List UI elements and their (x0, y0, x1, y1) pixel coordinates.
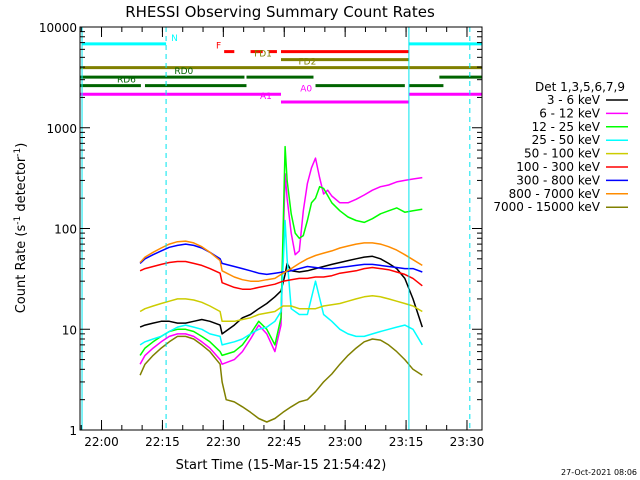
legend-label-12-25-kev: 12 - 25 keV (532, 120, 601, 134)
flag-label-a0: A0 (300, 84, 312, 94)
flag-label-f: F (216, 42, 221, 52)
footer-timestamp: 27-Oct-2021 08:06 (561, 468, 637, 477)
axis-ticks: 22:00 22:15 22:30 22:45 23:00 23:15 23:30 1 10 10… (39, 21, 484, 449)
y-tick-label-4: 1000 (46, 122, 77, 136)
x-axis-label: Start Time (15-Mar-15 21:54:42) (176, 458, 387, 473)
y-axis-label-sup2: -1 (13, 148, 23, 157)
flag-label-fd1: FD1 (254, 50, 272, 60)
legend-label-6-12-kev: 6 - 12 keV (539, 106, 601, 120)
legend-label-7000-15000-kev: 7000 - 15000 keV (493, 200, 600, 214)
y-axis-label-end: ) (14, 143, 29, 148)
y-axis-label-sup1: -1 (13, 216, 23, 225)
observing-flags: N F FD1 FD2 RD0 RD6 A0 A1 (80, 34, 482, 104)
y-axis-label-start: Count Rate (s (14, 225, 29, 314)
x-tick-label-5: 23:00 (328, 435, 363, 449)
flag-label-n: N (171, 34, 178, 44)
plot-frame (79, 26, 483, 431)
flag-label-a1: A1 (260, 92, 272, 102)
y-tick-label-3: 100 (54, 223, 77, 237)
series-line-300-800-kev (139, 243, 423, 276)
y-axis-label: Count Rate (s-1 detector-1) (13, 143, 29, 314)
legend-label-100-300-kev: 100 - 300 keV (516, 160, 600, 174)
legend-label-3-6-kev: 3 - 6 keV (547, 93, 601, 107)
x-tick-label-1: 22:00 (84, 435, 119, 449)
chart-title: RHESSI Observing Summary Count Rates (125, 3, 435, 21)
legend-label-800-7000-kev: 800 - 7000 keV (509, 187, 601, 201)
series-line-25-50-kev (139, 219, 423, 346)
x-tick-label-4: 22:45 (267, 435, 302, 449)
y-tick-label-2: 10 (62, 323, 77, 337)
flag-label-rd0: RD0 (174, 67, 193, 77)
legend-label-25-50-kev: 25 - 50 keV (532, 133, 601, 147)
series-line-100-300-kev (139, 260, 423, 290)
x-tick-label-3: 22:30 (206, 435, 241, 449)
y-axis-label-mid: detector (14, 156, 29, 216)
series-line-12-25-kev (139, 145, 423, 357)
y-tick-label-5: 10000 (39, 21, 77, 35)
x-tick-label-2: 22:15 (145, 435, 180, 449)
series-lines (139, 145, 424, 423)
series-line-800-7000-kev (139, 240, 423, 282)
series-line-7000-15000-kev (139, 335, 423, 423)
legend-label-50-100-kev: 50 - 100 keV (524, 147, 601, 161)
x-tick-label-7: 23:30 (450, 435, 485, 449)
legend-title: Det 1,3,5,6,7,9 (535, 80, 625, 94)
flag-label-fd2: FD2 (298, 58, 316, 68)
y-tick-label-1: 1 (69, 424, 77, 438)
series-line-6-12-kev (139, 157, 423, 365)
legend-label-300-800-kev: 300 - 800 keV (516, 173, 600, 187)
series-line-50-100-kev (139, 295, 423, 323)
x-tick-label-6: 23:15 (389, 435, 424, 449)
attenuator-markers (81, 27, 471, 430)
flag-label-rd6: RD6 (117, 76, 136, 86)
